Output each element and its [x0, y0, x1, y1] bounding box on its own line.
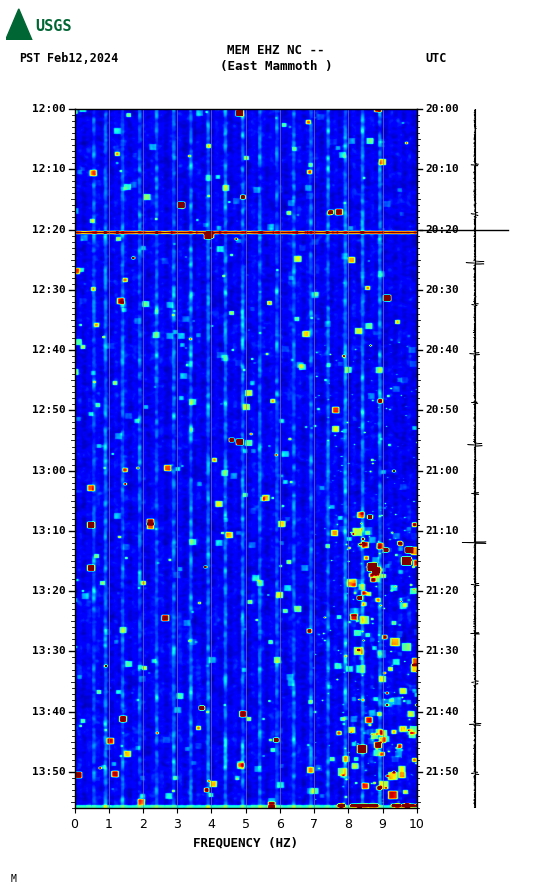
Text: 20:40: 20:40: [425, 345, 459, 355]
Text: 20:30: 20:30: [425, 285, 459, 295]
Text: 21:10: 21:10: [425, 526, 459, 536]
Text: 20:10: 20:10: [425, 164, 459, 174]
Text: 13:20: 13:20: [33, 586, 66, 597]
Text: 20:00: 20:00: [425, 104, 459, 114]
Text: 20:20: 20:20: [425, 224, 459, 235]
Text: Feb12,2024: Feb12,2024: [47, 52, 118, 64]
Text: 12:40: 12:40: [33, 345, 66, 355]
Text: 13:50: 13:50: [33, 767, 66, 777]
Text: 21:20: 21:20: [425, 586, 459, 597]
Text: UTC: UTC: [425, 52, 447, 64]
Text: M: M: [11, 874, 17, 884]
Text: 21:50: 21:50: [425, 767, 459, 777]
Text: 13:30: 13:30: [33, 647, 66, 656]
Text: MEM EHZ NC --: MEM EHZ NC --: [227, 44, 325, 56]
Text: 12:00: 12:00: [33, 104, 66, 114]
Text: 21:40: 21:40: [425, 706, 459, 717]
Text: 21:00: 21:00: [425, 465, 459, 476]
Text: PST: PST: [19, 52, 41, 64]
Text: USGS: USGS: [35, 20, 72, 34]
Text: (East Mammoth ): (East Mammoth ): [220, 60, 332, 72]
X-axis label: FREQUENCY (HZ): FREQUENCY (HZ): [193, 837, 298, 849]
Text: 13:10: 13:10: [33, 526, 66, 536]
Text: 21:30: 21:30: [425, 647, 459, 656]
Text: 12:30: 12:30: [33, 285, 66, 295]
Text: 12:10: 12:10: [33, 164, 66, 174]
Text: 12:20: 12:20: [33, 224, 66, 235]
Text: 12:50: 12:50: [33, 405, 66, 415]
Text: 20:50: 20:50: [425, 405, 459, 415]
Text: 13:40: 13:40: [33, 706, 66, 717]
Polygon shape: [6, 9, 32, 40]
Text: 13:00: 13:00: [33, 465, 66, 476]
